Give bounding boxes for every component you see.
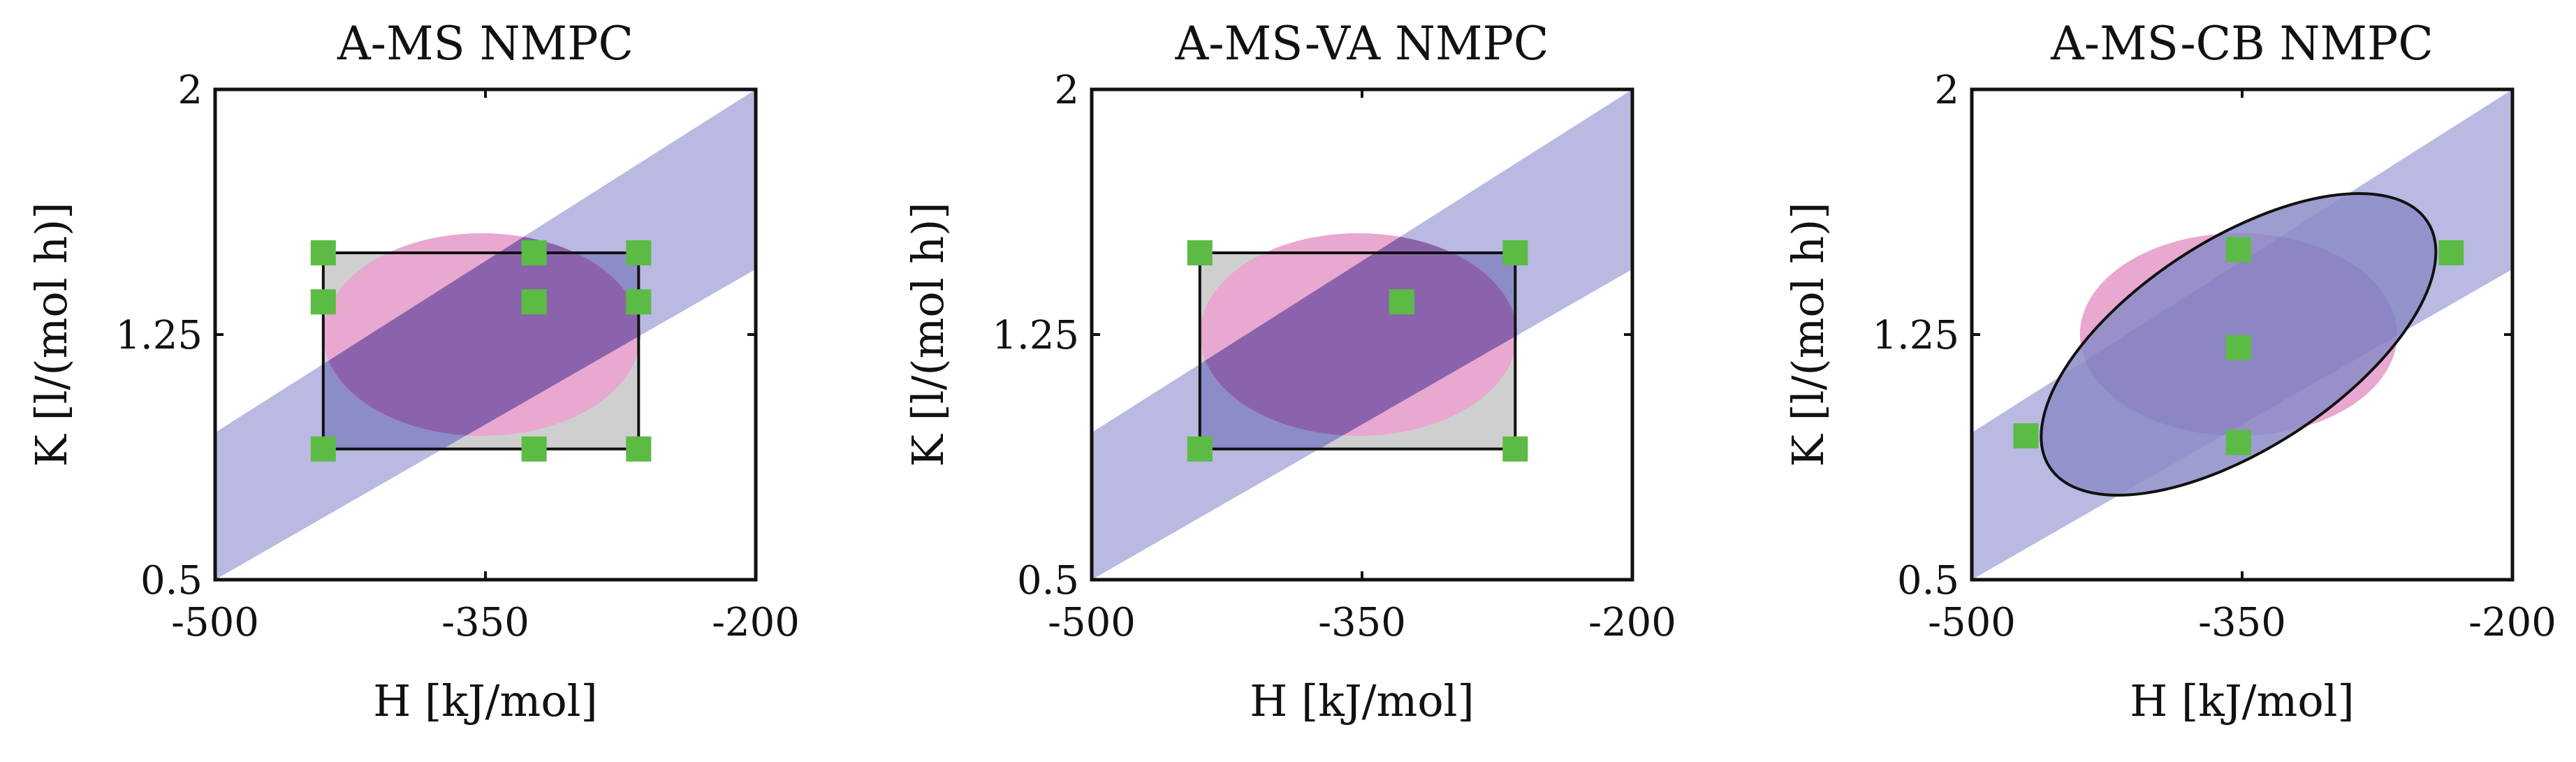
y-tick-label: 0.5 <box>1017 558 1079 603</box>
scenario-marker-2 <box>626 240 652 265</box>
scenario-marker-7 <box>521 436 547 462</box>
x-axis-label: H [kJ/mol] <box>373 675 597 726</box>
scenario-markers <box>2013 237 2464 455</box>
band-ellipse-overlap <box>323 233 641 437</box>
x-tick-label: -200 <box>2468 600 2556 645</box>
scenario-marker-3 <box>1187 436 1213 462</box>
x-tick-label: -200 <box>712 600 800 645</box>
axes: -500 -350 -200 0.5 1.25 2 <box>115 68 800 645</box>
y-axis-label: K [l/(mol h)] <box>1783 202 1834 467</box>
chart-title: A-MS-VA NMPC <box>1175 17 1549 71</box>
scenario-markers <box>1187 240 1528 462</box>
scenario-marker-3 <box>2013 423 2039 449</box>
axes: -500 -350 -200 0.5 1.25 2 <box>992 68 1676 645</box>
scenario-marker-3 <box>310 289 336 315</box>
x-axis-label: H [kJ/mol] <box>1250 675 1474 726</box>
y-tick-label: 1.25 <box>992 313 1079 358</box>
scenario-marker-0 <box>310 240 336 265</box>
panel-a-ms-cb-nmpc: A-MS-CB NMPC -500 -350 -200 0.5 1.25 2 H [kJ/… <box>1783 17 2556 726</box>
y-tick-label: 2 <box>177 68 203 113</box>
scenario-marker-1 <box>2438 240 2464 265</box>
panel-a-ms-nmpc: A-MS NMPC -500 -350 -200 0.5 1.25 2 H [kJ/mol… <box>26 17 800 726</box>
scenario-marker-5 <box>626 289 652 315</box>
scenario-marker-8 <box>626 436 652 462</box>
y-axis-label: K [l/(mol h)] <box>26 202 77 467</box>
x-tick-label: -500 <box>1928 600 2016 645</box>
y-tick-label: 1.25 <box>1872 313 1959 358</box>
x-tick-label: -500 <box>1048 600 1136 645</box>
x-tick-label: -350 <box>2198 600 2286 645</box>
scenario-marker-4 <box>1502 436 1528 462</box>
band-ellipse-overlap <box>1199 233 1517 437</box>
scenario-marker-1 <box>1502 240 1528 265</box>
scenario-marker-0 <box>1187 240 1213 265</box>
axes: -500 -350 -200 0.5 1.25 2 <box>1872 68 2556 645</box>
x-tick-label: -200 <box>1588 600 1676 645</box>
scenario-marker-2 <box>1389 289 1414 315</box>
region-box-outline <box>321 251 641 450</box>
chart-title: A-MS-CB NMPC <box>2050 17 2434 71</box>
y-axis-label: K [l/(mol h)] <box>902 202 953 467</box>
scenario-marker-0 <box>2225 237 2251 263</box>
x-tick-label: -350 <box>441 600 529 645</box>
scenario-marker-2 <box>2225 335 2251 360</box>
y-tick-label: 0.5 <box>1897 558 1959 603</box>
scenario-marker-4 <box>2225 430 2251 455</box>
plot-area <box>215 89 756 580</box>
scenario-markers <box>310 240 652 462</box>
scenario-marker-1 <box>521 240 547 265</box>
plot-area <box>1092 89 1632 580</box>
y-tick-label: 0.5 <box>140 558 203 603</box>
plot-area <box>1972 89 2512 580</box>
panel-a-ms-va-nmpc: A-MS-VA NMPC -500 -350 -200 0.5 1.25 2 H [kJ/… <box>902 17 1676 726</box>
scenario-marker-6 <box>310 436 336 462</box>
y-tick-label: 2 <box>1934 68 1959 113</box>
region-box-outline <box>1198 251 1517 450</box>
x-tick-label: -350 <box>1318 600 1406 645</box>
y-tick-label: 2 <box>1054 68 1079 113</box>
scenario-marker-4 <box>521 289 547 315</box>
chart-title: A-MS NMPC <box>337 17 634 71</box>
x-tick-label: -500 <box>171 600 259 645</box>
x-axis-label: H [kJ/mol] <box>2130 675 2354 726</box>
y-tick-label: 1.25 <box>115 313 203 358</box>
